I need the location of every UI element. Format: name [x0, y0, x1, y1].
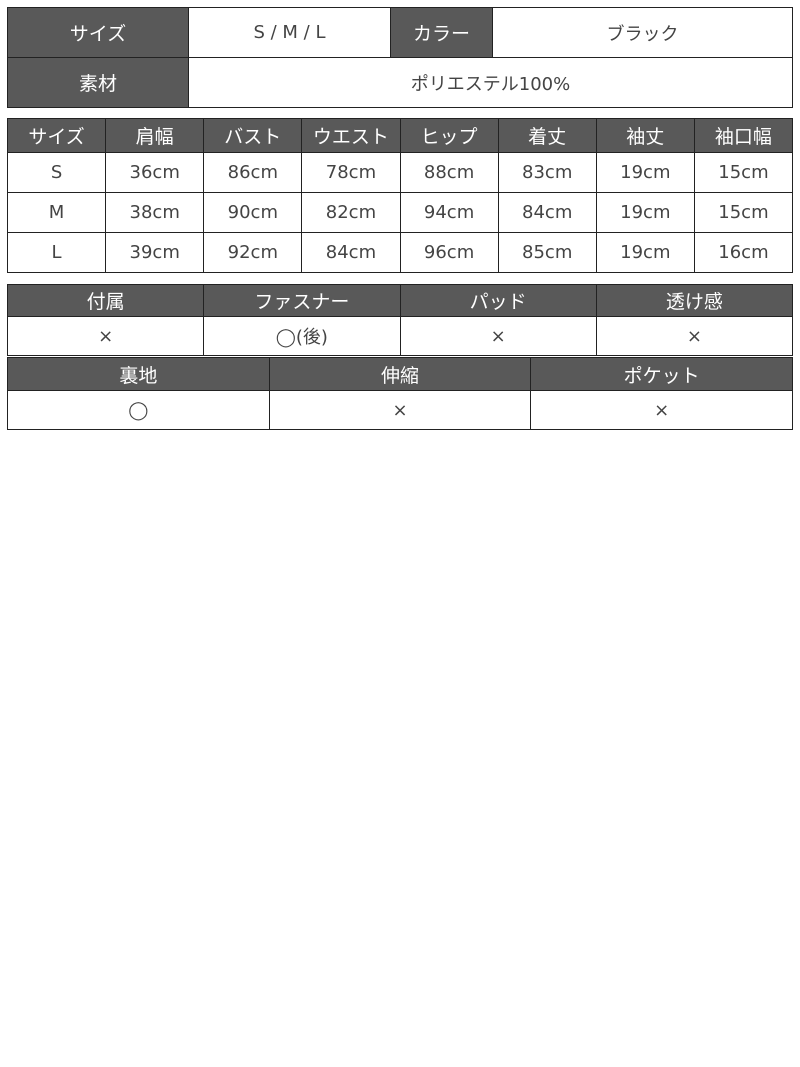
cell: 88cm: [399, 152, 499, 193]
cell: 83cm: [497, 152, 597, 193]
material-value: ポリエステル100%: [188, 57, 793, 108]
cell: 19cm: [595, 192, 695, 233]
features-header: 付属 ファスナー パッド 透け感: [6, 284, 794, 317]
cell: ×: [6, 316, 205, 356]
header-cell: ポケット: [530, 357, 793, 391]
table-row: M 38cm 90cm 82cm 94cm 84cm 19cm 15cm: [6, 192, 794, 233]
cell: 15cm: [693, 152, 794, 193]
table-row: L 39cm 92cm 84cm 96cm 85cm 19cm 16cm: [6, 232, 794, 273]
features-table-1: 付属 ファスナー パッド 透け感 × ◯(後) × ×: [6, 284, 794, 356]
cell: 19cm: [595, 232, 695, 273]
material-label: 素材: [7, 57, 189, 108]
cell: ×: [595, 316, 794, 356]
table-row: S 36cm 86cm 78cm 88cm 83cm 19cm 15cm: [6, 152, 794, 193]
cell: ×: [530, 390, 793, 430]
cell: 96cm: [399, 232, 499, 273]
basic-info-table: サイズ S / M / L カラー ブラック 素材 ポリエステル100%: [7, 7, 793, 108]
cell: 85cm: [497, 232, 597, 273]
header-cell: 肩幅: [105, 118, 205, 153]
features-table-2: 裏地 伸縮 ポケット ◯ × ×: [7, 357, 793, 430]
header-cell: 付属: [6, 284, 205, 317]
header-cell: バスト: [203, 118, 303, 153]
size-table-header: サイズ 肩幅 バスト ウエスト ヒップ 着丈 袖丈 袖口幅: [6, 118, 794, 153]
cell: 39cm: [105, 232, 205, 273]
header-cell: ウエスト: [301, 118, 401, 153]
header-cell: 伸縮: [268, 357, 532, 391]
cell: 19cm: [595, 152, 695, 193]
cell: 90cm: [203, 192, 303, 233]
cell: 15cm: [693, 192, 794, 233]
header-cell: 裏地: [7, 357, 270, 391]
cell: M: [6, 192, 107, 233]
cell: 16cm: [693, 232, 794, 273]
header-cell: 袖丈: [595, 118, 695, 153]
cell: ×: [399, 316, 597, 356]
cell: 92cm: [203, 232, 303, 273]
color-label: カラー: [390, 7, 493, 58]
size-table: サイズ 肩幅 バスト ウエスト ヒップ 着丈 袖丈 袖口幅 S 36cm 86cm 7…: [6, 118, 794, 273]
header-cell: ヒップ: [399, 118, 499, 153]
header-cell: パッド: [399, 284, 597, 317]
cell: 38cm: [105, 192, 205, 233]
header-cell: 袖口幅: [693, 118, 794, 153]
cell: L: [6, 232, 107, 273]
size-value: S / M / L: [188, 7, 391, 58]
cell: 36cm: [105, 152, 205, 193]
cell: S: [6, 152, 107, 193]
cell: 84cm: [301, 232, 401, 273]
cell: ×: [268, 390, 532, 430]
header-cell: 着丈: [497, 118, 597, 153]
color-value: ブラック: [492, 7, 793, 58]
table-row: × ◯(後) × ×: [6, 316, 794, 356]
size-label: サイズ: [7, 7, 189, 58]
cell: 86cm: [203, 152, 303, 193]
cell: 78cm: [301, 152, 401, 193]
cell: 82cm: [301, 192, 401, 233]
header-cell: 透け感: [595, 284, 794, 317]
cell: ◯: [7, 390, 270, 430]
cell: 84cm: [497, 192, 597, 233]
header-cell: ファスナー: [203, 284, 401, 317]
table-row: ◯ × ×: [7, 390, 793, 430]
cell: ◯(後): [203, 316, 401, 356]
features-header: 裏地 伸縮 ポケット: [7, 357, 793, 391]
cell: 94cm: [399, 192, 499, 233]
header-cell: サイズ: [6, 118, 107, 153]
